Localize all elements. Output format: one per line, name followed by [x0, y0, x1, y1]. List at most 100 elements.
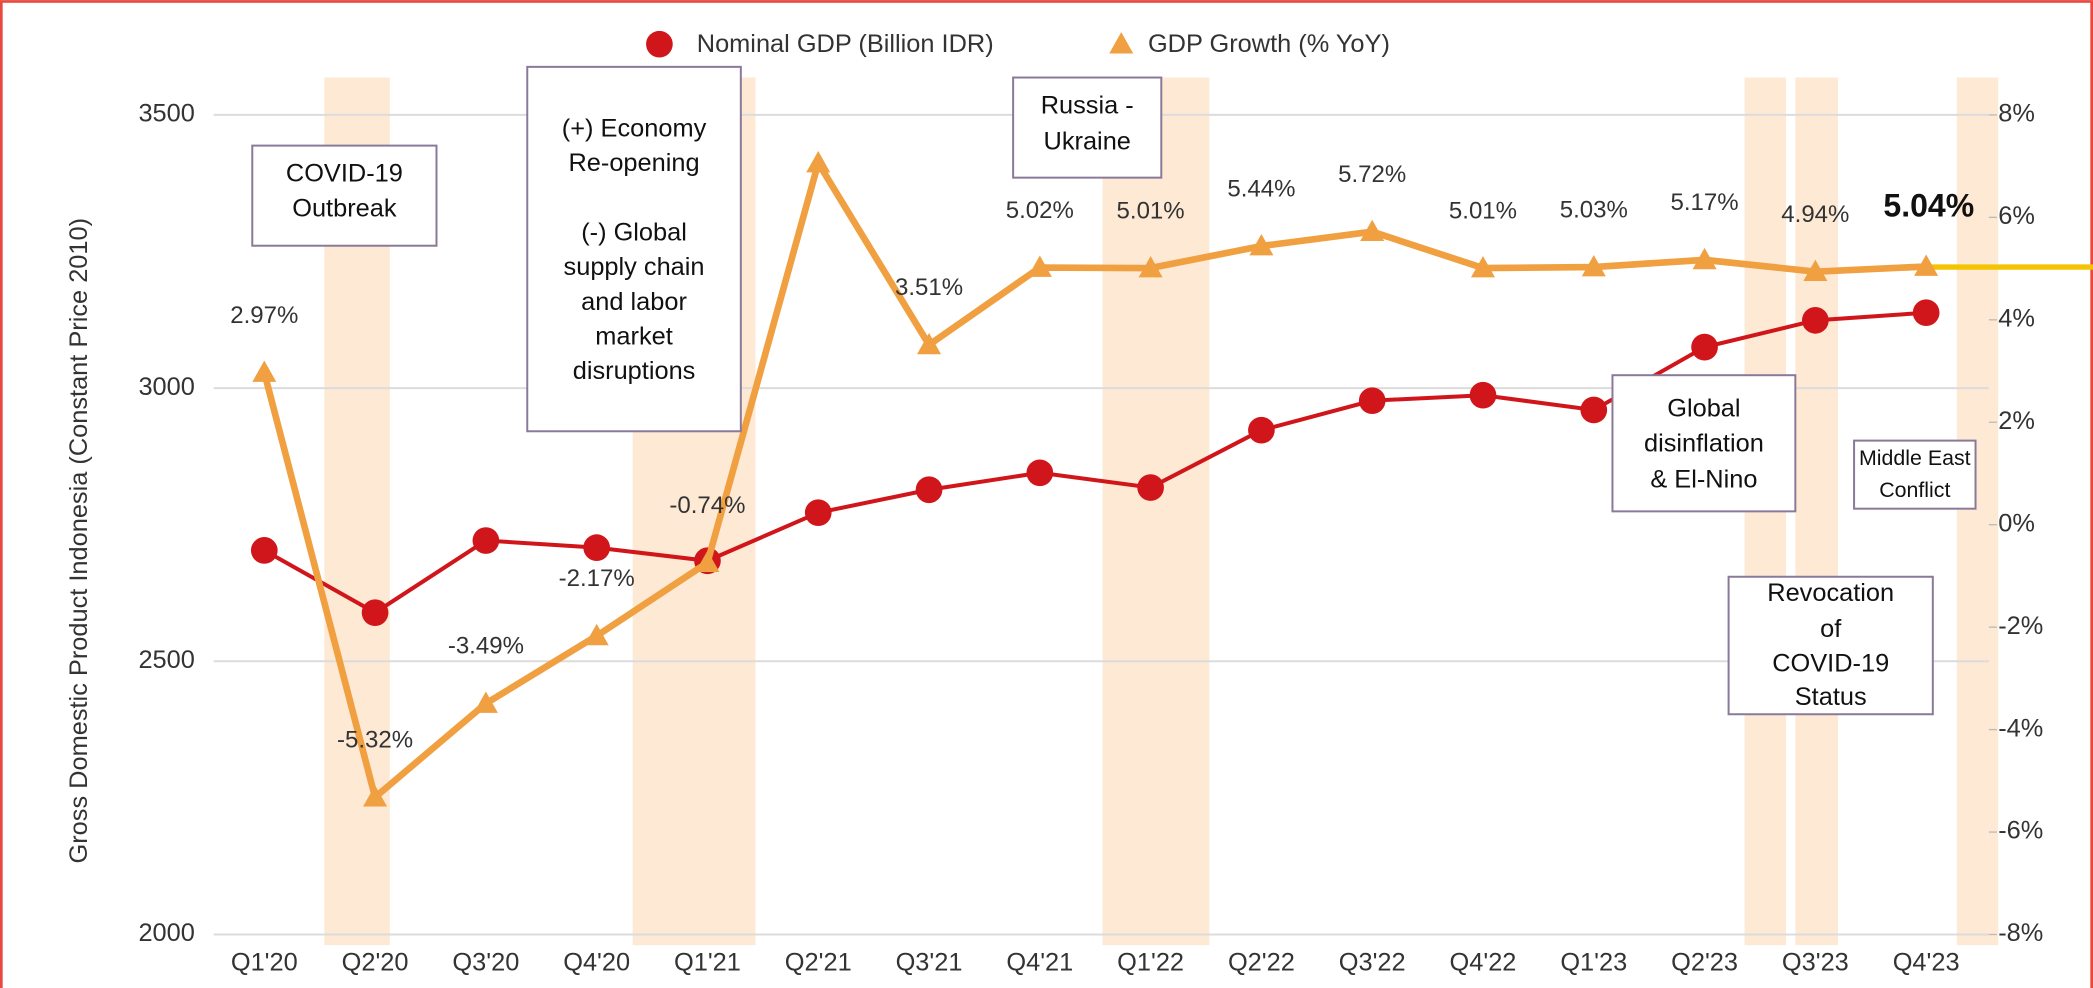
annotation-box — [251, 144, 438, 247]
x-tick-label: Q4'22 — [1450, 949, 1517, 977]
legend-label: Nominal GDP (Billion IDR) — [697, 30, 994, 58]
annotation-text: Re-opening — [568, 149, 699, 177]
y2-tick-label: -8% — [1998, 919, 2043, 947]
y2-tick-label: -2% — [1998, 612, 2043, 640]
x-tick-label: Q2'20 — [342, 949, 409, 977]
y2-tick-label: 4% — [1998, 305, 2035, 333]
point — [1912, 299, 1940, 327]
point — [1914, 254, 1939, 276]
annotation-text: disinflation — [1644, 429, 1764, 457]
x-tick-label: Q3'22 — [1339, 949, 1406, 977]
point — [1137, 474, 1164, 501]
annotation-text: COVID-19 — [286, 160, 403, 188]
point — [1360, 219, 1385, 242]
point — [1249, 234, 1274, 256]
annotation-text: (-) Global — [581, 218, 687, 246]
series-line — [261, 154, 1927, 804]
point — [1581, 255, 1606, 277]
point — [583, 534, 611, 561]
annotation-box — [526, 65, 742, 433]
annotation-box — [1611, 374, 1797, 513]
y2-tick-label: 2% — [1998, 407, 2035, 435]
data-label: 2.97% — [230, 302, 298, 329]
data-label: 5.03% — [1560, 196, 1628, 223]
annotation-box — [1853, 439, 1977, 510]
point — [473, 691, 498, 713]
point — [1802, 307, 1829, 334]
data-label: 5.72% — [1338, 161, 1406, 188]
point — [806, 151, 831, 173]
x-tick-label: Q1'20 — [231, 949, 298, 977]
point — [695, 550, 720, 572]
point — [1026, 459, 1054, 487]
x-tick-label: Q4'20 — [563, 949, 630, 977]
annotation-text: market — [595, 323, 673, 351]
data-label: 5.01% — [1117, 197, 1185, 224]
annotation-text: and labor — [581, 288, 687, 316]
y2-tick-label: 0% — [1998, 509, 2035, 537]
annotation-text: & El-Nino — [1650, 465, 1757, 493]
annotation-text: disruptions — [573, 357, 696, 385]
point — [1248, 416, 1275, 444]
annotation-text: Conflict — [1879, 478, 1950, 502]
point — [1580, 396, 1608, 424]
data-label: -5.32% — [337, 726, 413, 753]
x-tick-label: Q1'23 — [1560, 949, 1627, 977]
band — [1956, 77, 1999, 946]
annotation-text: Outbreak — [292, 194, 397, 222]
point — [584, 623, 609, 646]
point — [472, 527, 500, 554]
point — [804, 499, 832, 527]
y-tick-label: 2500 — [138, 646, 194, 674]
annotation-text: (+) Economy — [562, 114, 707, 142]
point — [1692, 247, 1717, 270]
point — [915, 476, 943, 504]
y2-tick-label: 6% — [1998, 202, 2035, 230]
legend-label: GDP Growth (% YoY) — [1148, 30, 1390, 58]
point — [1138, 256, 1163, 278]
point — [1358, 387, 1386, 415]
data-label: -2.17% — [559, 565, 635, 592]
annotation-text: Global — [1667, 395, 1740, 423]
y-axis-title: Gross Domestic Product Indonesia (Consta… — [65, 218, 93, 864]
x-tick-label: Q3'20 — [452, 949, 519, 977]
point — [1027, 255, 1052, 277]
data-label: 3.51% — [895, 274, 963, 301]
x-tick-label: Q4'21 — [1006, 949, 1073, 977]
point — [1469, 381, 1497, 409]
x-tick-label: Q2'21 — [785, 949, 852, 977]
point — [250, 537, 278, 564]
data-label: 5.17% — [1671, 189, 1739, 216]
point — [363, 785, 388, 807]
y2-tick-label: -6% — [1998, 817, 2043, 845]
data-label: -0.74% — [669, 492, 745, 519]
y2-tick-label: 8% — [1998, 100, 2035, 128]
point — [1470, 256, 1495, 278]
y-tick-label: 3500 — [138, 100, 194, 128]
annotation-text: Revocation — [1767, 579, 1894, 607]
x-tick-label: Q3'23 — [1782, 949, 1849, 977]
x-tick-label: Q1'22 — [1117, 949, 1184, 977]
x-tick-label: Q1'21 — [674, 949, 741, 977]
annotation-text: Ukraine — [1044, 128, 1131, 156]
data-label: -3.49% — [448, 633, 524, 660]
data-label: 5.04% — [1883, 187, 1974, 223]
annotation-text: Russia - — [1041, 92, 1134, 120]
point — [252, 360, 277, 382]
point — [1803, 259, 1828, 281]
legend-marker — [646, 30, 673, 58]
data-label: 5.01% — [1449, 197, 1517, 224]
annotation-box — [1012, 76, 1163, 179]
annotation-text: of — [1820, 615, 1842, 643]
band — [1102, 77, 1210, 946]
y-tick-label: 2000 — [138, 919, 194, 947]
annotation-text: Middle East — [1859, 446, 1971, 470]
data-label: 5.44% — [1227, 175, 1295, 202]
x-tick-label: Q4'23 — [1893, 949, 1960, 977]
y-tick-label: 3000 — [138, 373, 194, 401]
y2-tick-label: -4% — [1998, 714, 2043, 742]
x-tick-label: Q3'21 — [896, 949, 963, 977]
annotation-text: COVID-19 — [1772, 650, 1889, 678]
